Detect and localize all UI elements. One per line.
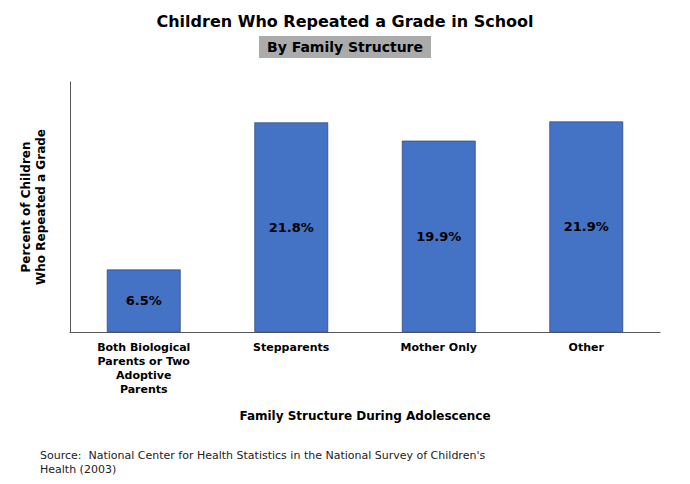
svg-text:Source: National Center for H: Source: National Center for Health Stati… — [40, 449, 485, 462]
svg-text:Percent of Children: Percent of Children — [19, 142, 33, 273]
svg-text:By Family Structure: By Family Structure — [267, 39, 423, 55]
svg-text:Children Who Repeated a Grade: Children Who Repeated a Grade in School — [156, 12, 533, 31]
svg-text:21.8%: 21.8% — [269, 220, 314, 235]
svg-text:Parents or Two: Parents or Two — [98, 355, 191, 368]
svg-text:Mother Only: Mother Only — [401, 341, 477, 354]
svg-text:Both Biological: Both Biological — [97, 341, 190, 354]
svg-text:Who Repeated a Grade: Who Repeated a Grade — [34, 129, 48, 285]
svg-text:19.9%: 19.9% — [416, 229, 461, 244]
svg-text:Health (2003): Health (2003) — [40, 463, 116, 476]
svg-text:Family Structure During Adoles: Family Structure During Adolescence — [239, 409, 490, 423]
svg-text:Stepparents: Stepparents — [253, 341, 330, 354]
svg-text:Other: Other — [569, 341, 605, 354]
svg-text:21.9%: 21.9% — [564, 219, 609, 234]
svg-text:Adoptive: Adoptive — [116, 369, 171, 382]
svg-text:6.5%: 6.5% — [126, 293, 162, 308]
svg-text:Parents: Parents — [120, 383, 168, 396]
